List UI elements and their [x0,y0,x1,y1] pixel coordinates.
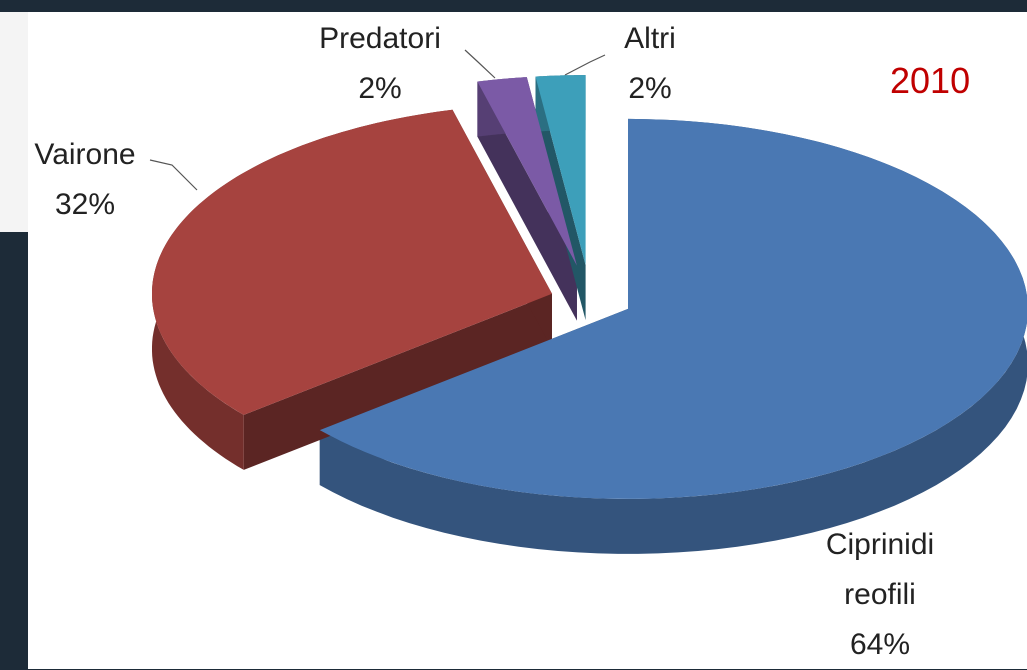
value-label: 2% [358,72,402,105]
leader-line [464,49,496,79]
value-label: 2% [628,72,672,105]
pie-slice [319,118,1027,499]
category-label: Ciprinidi reofili [825,528,935,611]
data-label: Ciprinidi reofili 64% [790,520,970,670]
data-label: Altri 2% [570,14,730,114]
leader-line [149,159,198,191]
slice-wall [477,81,577,321]
slice-wall [535,76,586,321]
category-label: Vairone [34,138,136,171]
pie-slice [535,75,586,266]
background [0,12,28,232]
category-label: Predatori [319,22,441,55]
data-label: Predatori 2% [300,14,460,114]
data-label: Vairone 32% [0,130,170,230]
slice-wall [243,293,553,470]
pie-slice [477,77,577,266]
slice-side [319,118,1027,554]
value-label: 64% [849,628,911,661]
value-label: 32% [54,188,116,221]
pie-slice [152,109,552,415]
leader-line [564,54,606,76]
category-label: Altri [624,22,676,55]
chart-title: 2010 [890,60,971,101]
